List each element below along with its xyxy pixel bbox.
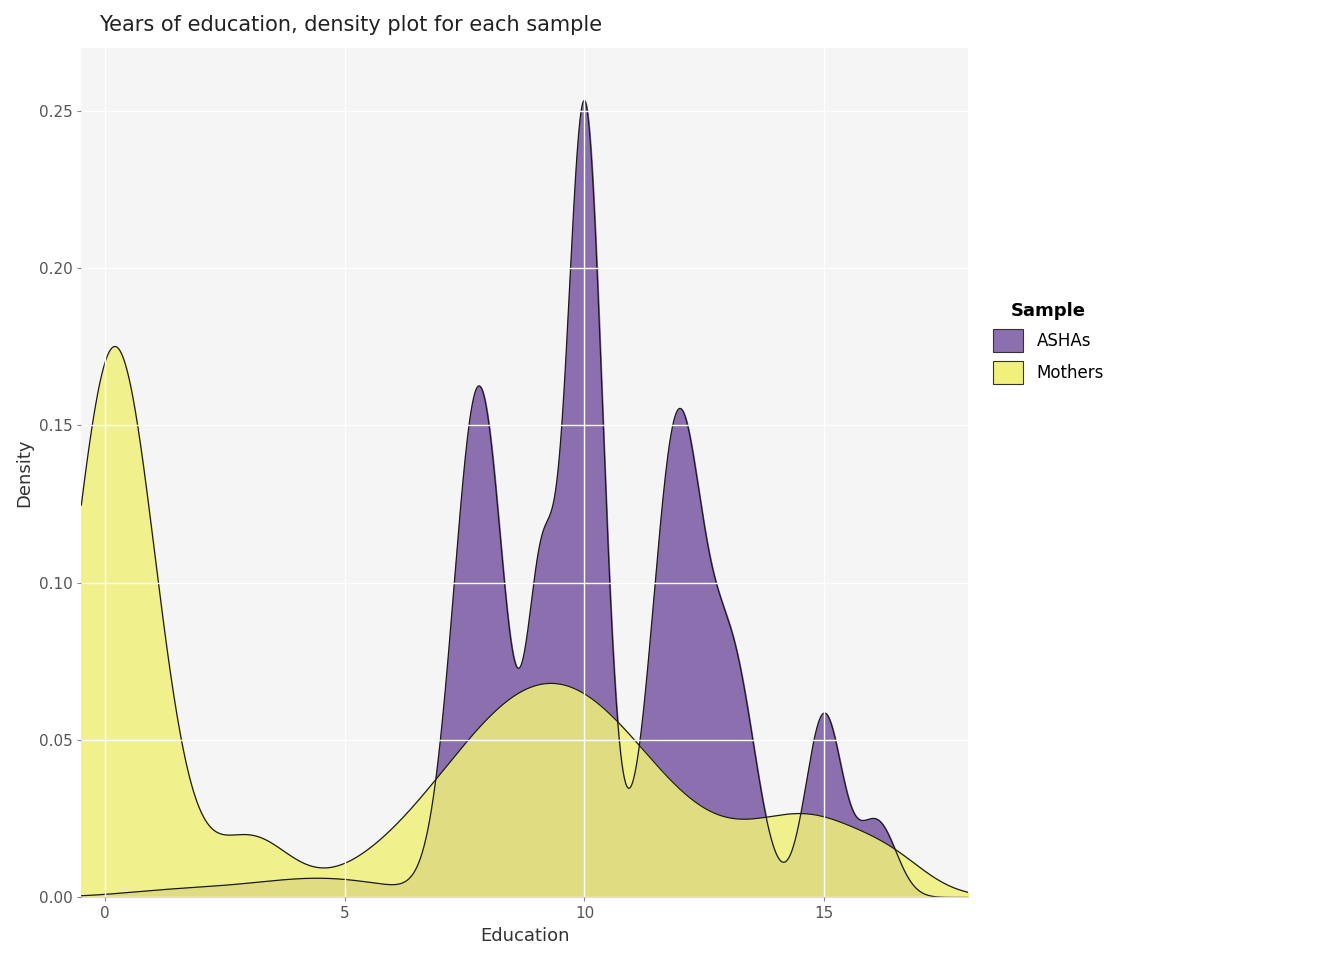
- Text: Years of education, density plot for each sample: Years of education, density plot for eac…: [99, 15, 602, 35]
- X-axis label: Education: Education: [480, 927, 570, 945]
- Legend: ASHAs, Mothers: ASHAs, Mothers: [985, 294, 1113, 393]
- Y-axis label: Density: Density: [15, 439, 34, 507]
